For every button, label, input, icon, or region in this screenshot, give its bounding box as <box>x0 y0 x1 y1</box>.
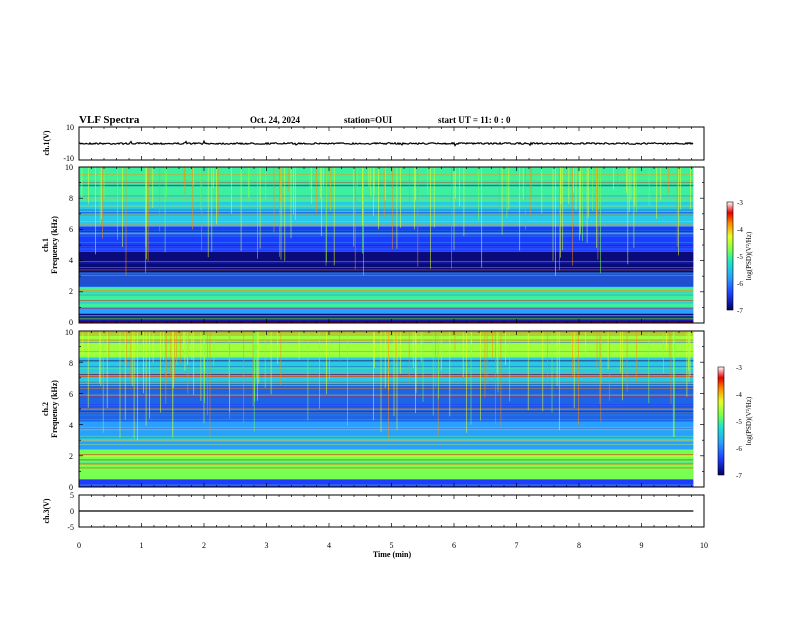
ch2-spectrogram-band <box>79 479 694 487</box>
ch2-spectrogram-chlabel: ch.2 <box>41 402 50 416</box>
ch1-waveform-ylabel: ch.1(V) <box>42 130 51 155</box>
xtick-2: 2 <box>202 541 206 550</box>
x-axis: 0 1 2 3 4 5 6 7 8 9 10 Time (min) <box>77 541 708 559</box>
ch2-cbtick-m4: -4 <box>736 391 742 399</box>
xtick-10: 10 <box>700 541 708 550</box>
ch2-spectrogram-ylabel: Frequency (kHz) <box>50 380 59 438</box>
xtick-0: 0 <box>77 541 81 550</box>
ch2-cbtick-m3: -3 <box>736 364 742 372</box>
ch2-ytick-10: 10 <box>65 328 73 337</box>
ch1-ytick-2: 2 <box>69 287 73 296</box>
start-time-label: start UT = 11: 0 : 0 <box>438 115 511 125</box>
xtick-8: 8 <box>577 541 581 550</box>
xtick-1: 1 <box>140 541 144 550</box>
ch2-cbtick-m6: -6 <box>736 445 742 453</box>
ch2-cbtick-m7: -7 <box>736 472 742 480</box>
ch1-ytick-bottom: -10 <box>63 154 74 163</box>
ch2-cbtick-m5: -5 <box>736 418 742 426</box>
ch1-spectrogram-band <box>79 307 694 314</box>
ch1-ytick-0: 0 <box>69 318 73 327</box>
ch1-ytick-top: 10 <box>66 123 74 132</box>
ch1-colorbar <box>726 201 734 311</box>
ch1-spectrogram-band <box>79 201 694 227</box>
ch1-colorbar-label: log(PSD)(V²/Hz) <box>745 231 753 280</box>
ch3-ytick-5: 5 <box>70 491 74 500</box>
ch2-spectrogram-band <box>79 421 694 450</box>
ch1-cbtick-m4: -4 <box>737 226 743 234</box>
ch2-colorbar <box>717 366 725 476</box>
ch1-spectrogram-image <box>78 166 694 323</box>
xtick-9: 9 <box>640 541 644 550</box>
ch1-ytick-10: 10 <box>65 163 73 172</box>
ch3-ytick-0: 0 <box>70 507 74 516</box>
ch1-ytick-6: 6 <box>69 225 73 234</box>
ch2-spectrogram-band <box>79 331 694 358</box>
ch3-ytick-m5: -5 <box>67 523 74 532</box>
xtick-3: 3 <box>265 541 269 550</box>
ch2-colorbar-label: log(PSD)(V²/Hz) <box>745 396 753 445</box>
ch2-spectrogram-band <box>79 385 694 422</box>
xtick-4: 4 <box>327 541 331 550</box>
ch1-spectrogram-ylabel: Frequency (kHz) <box>50 216 59 274</box>
ch1-cbtick-m3: -3 <box>737 199 743 207</box>
xtick-5: 5 <box>390 541 394 550</box>
ch1-spectrogram-chlabel: ch.1 <box>41 238 50 252</box>
ch1-cbtick-m7: -7 <box>737 307 743 315</box>
ch1-waveform-trace <box>78 139 694 147</box>
ch1-ytick-8: 8 <box>69 194 73 203</box>
ch1-cbtick-m5: -5 <box>737 253 743 261</box>
ch2-spectrogram-image <box>79 331 694 487</box>
ch2-ytick-8: 8 <box>69 359 73 368</box>
ch1-spectrogram-panel: 0 2 4 6 8 10 ch.1 Frequency (kHz) -3 -4 … <box>41 163 753 327</box>
ch1-cbtick-m6: -6 <box>737 280 743 288</box>
ch2-ytick-6: 6 <box>69 390 73 399</box>
x-axis-label: Time (min) <box>373 550 412 559</box>
axis-ticks <box>78 127 705 527</box>
xtick-7: 7 <box>515 541 519 550</box>
xtick-6: 6 <box>452 541 456 550</box>
ch1-spectrogram-band <box>79 273 694 288</box>
ch3-waveform-ylabel: ch.3(V) <box>42 498 51 523</box>
ch2-spectrogram-panel: 0 2 4 6 8 10 ch.2 Frequency (kHz) -3 -4 … <box>41 328 753 492</box>
ch2-ytick-0: 0 <box>69 483 73 492</box>
date-label: Oct. 24, 2024 <box>250 115 300 125</box>
station-label: station=OUI <box>344 115 393 125</box>
ch1-ytick-4: 4 <box>69 256 73 265</box>
ch2-ytick-4: 4 <box>69 421 73 430</box>
ch2-ytick-2: 2 <box>69 452 73 461</box>
figure-title: VLF Spectra <box>79 114 140 126</box>
